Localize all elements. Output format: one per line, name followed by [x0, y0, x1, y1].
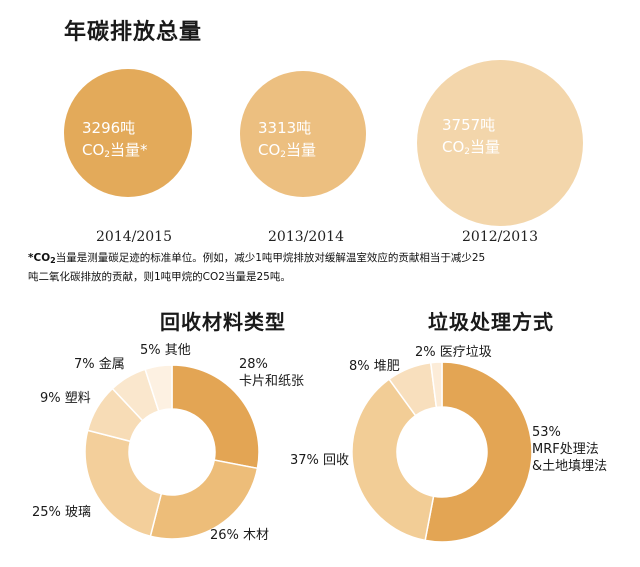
disposal-title: 垃圾处理方式	[428, 310, 554, 334]
recycling-slice-0	[171, 364, 260, 470]
recycling-pct-wood: 26%	[210, 528, 239, 543]
circle-2012-2013	[417, 60, 583, 226]
circle-value-2014-2015: 3296吨	[82, 119, 136, 137]
recycling-label-paper: 28% 卡片和纸张	[239, 356, 304, 390]
disposal-label-medical: 2% 医疗垃圾	[415, 344, 492, 361]
recycling-name-glass: 玻璃	[65, 505, 92, 520]
recycling-pct-plastic: 9%	[40, 391, 61, 406]
recycling-pct-metal: 7%	[74, 357, 95, 372]
footnote-line-1: *CO2当量是测量碳足迹的标准单位。例如，减少1吨甲烷排放对缓解温室效应的贡献相…	[28, 252, 486, 265]
disposal-name-recycle: 回收	[323, 453, 350, 468]
recycling-name-metal: 金属	[98, 357, 125, 372]
disposal-name-compost: 堆肥	[373, 359, 400, 374]
circle-unit-2013-2014: CO2当量	[258, 141, 317, 160]
disposal-pct-medical: 2%	[415, 345, 436, 360]
recycling-label-other: 5% 其他	[140, 342, 191, 359]
year-label-2013-2014: 2013/2014	[268, 229, 344, 245]
disposal-pct-mrf: 53%	[532, 425, 561, 440]
disposal-slice-0	[424, 361, 533, 543]
footnote-line-2: 吨二氧化碳排放的贡献，则1吨甲烷的CO2当量是25吨。	[28, 271, 291, 283]
recycling-label-wood: 26% 木材	[210, 527, 269, 544]
circle-2013-2014	[240, 71, 366, 197]
disposal-slice-3	[429, 361, 443, 409]
recycling-name-other: 其他	[164, 343, 191, 358]
recycling-slice-2	[84, 429, 163, 538]
circle-unit-2012-2013: CO2当量	[442, 138, 501, 157]
recycling-title: 回收材料类型	[160, 310, 286, 334]
disposal-name-mrf: MRF处理法	[532, 442, 599, 457]
circle-label-2012-2013: 3757吨 CO2当量	[442, 114, 500, 163]
recycling-label-plastic: 9% 塑料	[40, 390, 91, 407]
disposal-pct-recycle: 37%	[290, 453, 319, 468]
recycling-pct-paper: 28%	[239, 357, 268, 372]
disposal-pct-compost: 8%	[349, 359, 370, 374]
disposal-name-medical: 医疗垃圾	[439, 345, 492, 360]
circle-value-2013-2014: 3313吨	[258, 119, 312, 137]
disposal-name-mrf-2: &土地填埋法	[532, 459, 608, 474]
disposal-label-recycle: 37% 回收	[290, 452, 349, 469]
recycling-slice-5	[144, 364, 173, 413]
circle-value-2012-2013: 3757吨	[442, 116, 496, 134]
main-title: 年碳排放总量	[64, 20, 203, 45]
recycling-label-metal: 7% 金属	[74, 356, 125, 373]
recycling-pct-other: 5%	[140, 343, 161, 358]
footnote: *CO2当量是测量碳足迹的标准单位。例如，减少1吨甲烷排放对缓解温室效应的贡献相…	[28, 250, 618, 285]
recycling-slice-1	[149, 459, 259, 540]
recycling-name-wood: 木材	[243, 528, 270, 543]
disposal-slice-1	[351, 378, 435, 542]
year-label-2012-2013: 2012/2013	[462, 229, 538, 245]
disposal-label-compost: 8% 堆肥	[349, 358, 400, 375]
circle-2014-2015	[64, 69, 192, 197]
circle-unit-2014-2015: CO2当量*	[82, 141, 148, 160]
recycling-label-glass: 25% 玻璃	[32, 504, 91, 521]
circle-label-2014-2015: 3296吨 CO2当量*	[82, 117, 148, 166]
recycling-name-paper: 卡片和纸张	[239, 374, 305, 389]
year-label-2014-2015: 2014/2015	[96, 229, 172, 245]
recycling-name-plastic: 塑料	[64, 391, 91, 406]
disposal-label-mrf: 53% MRF处理法 &土地填埋法	[532, 424, 607, 475]
circle-label-2013-2014: 3313吨 CO2当量	[258, 117, 316, 166]
recycling-pct-glass: 25%	[32, 505, 61, 520]
